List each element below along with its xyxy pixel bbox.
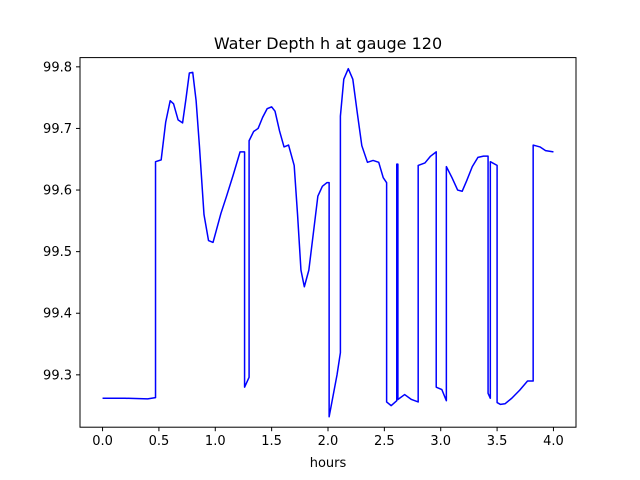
x-axis-label: hours: [310, 456, 347, 471]
x-tick-label: 1.0: [205, 434, 226, 449]
y-axis: 99.3 99.4 99.5 99.6 99.7 99.8: [43, 60, 80, 383]
y-tick-label: 99.5: [43, 245, 72, 260]
x-tick-label: 0.0: [92, 434, 113, 449]
plot-area: [102, 67, 554, 418]
x-tick-label: 4.0: [543, 434, 564, 449]
x-tick-label: 2.0: [318, 434, 339, 449]
y-tick-label: 99.3: [43, 368, 72, 383]
y-tick-label: 99.7: [43, 122, 72, 137]
x-tick-label: 3.0: [430, 434, 451, 449]
series-line-0: [102, 67, 554, 418]
chart-title: Water Depth h at gauge 120: [214, 34, 442, 53]
y-tick-label: 99.8: [43, 60, 72, 75]
y-tick-label: 99.6: [43, 184, 72, 199]
x-axis: 0.0 0.5 1.0 1.5 2.0 2.5 3.0 3.5 4.0: [92, 427, 564, 449]
x-tick-label: 0.5: [149, 434, 170, 449]
x-tick-label: 2.5: [374, 434, 395, 449]
x-tick-label: 3.5: [487, 434, 508, 449]
x-tick-label: 1.5: [261, 434, 282, 449]
y-tick-label: 99.4: [43, 307, 72, 322]
